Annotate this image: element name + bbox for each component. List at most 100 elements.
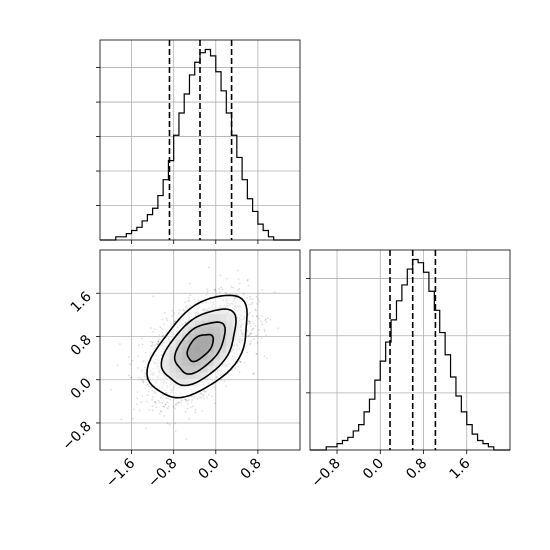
scatter-point	[167, 405, 170, 408]
contour-level-0	[146, 294, 248, 399]
scatter-point	[152, 295, 154, 298]
scatter-point	[200, 396, 203, 399]
scatter-point	[144, 351, 147, 354]
x-tick-label: 0.0	[360, 456, 387, 483]
scatter-point	[214, 288, 217, 291]
scatter-point	[260, 320, 262, 323]
scatter-point	[232, 286, 235, 289]
scatter-point	[202, 393, 204, 396]
scatter-point	[174, 403, 177, 406]
scatter-point	[184, 410, 187, 413]
x-tick-label: 1.6	[447, 455, 474, 482]
scatter-point	[137, 355, 139, 358]
scatter-point	[163, 415, 166, 417]
scatter-point	[242, 293, 245, 296]
scatter-point	[255, 352, 258, 355]
scatter-point	[161, 335, 164, 337]
frame-joint	[99, 249, 301, 451]
scatter-point	[197, 299, 200, 302]
scatter-point	[205, 293, 208, 296]
scatter-point	[165, 317, 168, 320]
scatter-point	[118, 343, 121, 345]
scatter-point	[250, 329, 253, 332]
scatter-point	[261, 323, 263, 326]
scatter-point	[252, 322, 255, 325]
scatter-point	[165, 397, 168, 400]
ticks-bottom-right: −0.8 0.0 0.8 1.6	[306, 278, 474, 491]
scatter-point	[214, 291, 217, 293]
scatter-point	[150, 345, 153, 347]
scatter-point	[206, 396, 208, 399]
scatter-point	[240, 361, 243, 364]
scatter-point	[220, 379, 223, 381]
scatter-point	[273, 291, 276, 294]
scatter-point	[260, 337, 263, 340]
x-tick-label: 0.8	[403, 456, 430, 483]
scatter-point	[166, 407, 169, 410]
scatter-point	[248, 334, 251, 337]
scatter-point	[218, 291, 221, 293]
scatter-point	[199, 392, 202, 395]
scatter-point	[159, 410, 162, 413]
scatter-point	[225, 292, 228, 295]
scatter-point	[196, 397, 199, 400]
scatter-point	[249, 343, 251, 346]
scatter-point	[151, 396, 154, 399]
scatter-point	[171, 309, 174, 312]
scatter-point	[193, 298, 196, 301]
scatter-point	[140, 369, 143, 372]
scatter-point	[137, 344, 140, 346]
scatter-point	[154, 400, 156, 403]
quantile-lines-bottom-right	[389, 250, 437, 450]
scatter-point	[237, 365, 239, 368]
scatter-point	[160, 410, 163, 413]
scatter-point	[146, 383, 149, 386]
scatter-point	[186, 407, 189, 410]
scatter-point	[238, 371, 241, 374]
scatter-point	[162, 405, 165, 408]
scatter-point	[214, 289, 217, 292]
scatter-point	[207, 266, 210, 269]
x-tick-label: 0.8	[238, 456, 265, 483]
scatter-point	[263, 355, 266, 358]
scatter-point	[247, 335, 250, 337]
scatter-point	[188, 398, 191, 401]
scatter-point	[254, 308, 257, 311]
scatter-point	[238, 287, 241, 290]
scatter-point	[149, 327, 152, 329]
scatter-point	[177, 312, 180, 315]
quantile-lines-top-left	[168, 40, 233, 240]
scatter-point	[177, 401, 180, 403]
scatter-point	[218, 287, 221, 290]
scatter-point	[166, 401, 169, 404]
scatter-point	[151, 389, 154, 392]
scatter-point	[186, 402, 189, 405]
scatter-point	[151, 344, 154, 347]
scatter-point	[130, 376, 133, 379]
scatter-point	[189, 304, 192, 307]
scatter-point	[236, 294, 239, 296]
scatter-point	[248, 322, 251, 325]
scatter-point	[215, 294, 218, 297]
scatter-point	[221, 288, 224, 291]
scatter-point	[264, 319, 267, 322]
y-tick-label: 0.8	[68, 332, 95, 359]
scatter-point	[162, 323, 165, 326]
scatter-point	[167, 397, 170, 400]
scatter-point	[144, 366, 147, 369]
scatter-point	[243, 362, 246, 364]
scatter-point	[252, 372, 255, 375]
frame-top-left	[99, 39, 301, 241]
scatter-point	[230, 285, 233, 288]
scatter-point	[245, 296, 248, 299]
scatter-point	[239, 360, 242, 363]
x-ticks-joint: −1.6 −0.8 0.0 0.8	[103, 450, 265, 491]
scatter-point	[116, 364, 119, 367]
grid-bottom-right	[310, 250, 510, 450]
scatter-point	[252, 327, 255, 330]
scatter-point	[158, 413, 161, 415]
scatter-point	[147, 383, 149, 386]
scatter-point	[261, 289, 264, 291]
scatter-point	[173, 320, 176, 323]
